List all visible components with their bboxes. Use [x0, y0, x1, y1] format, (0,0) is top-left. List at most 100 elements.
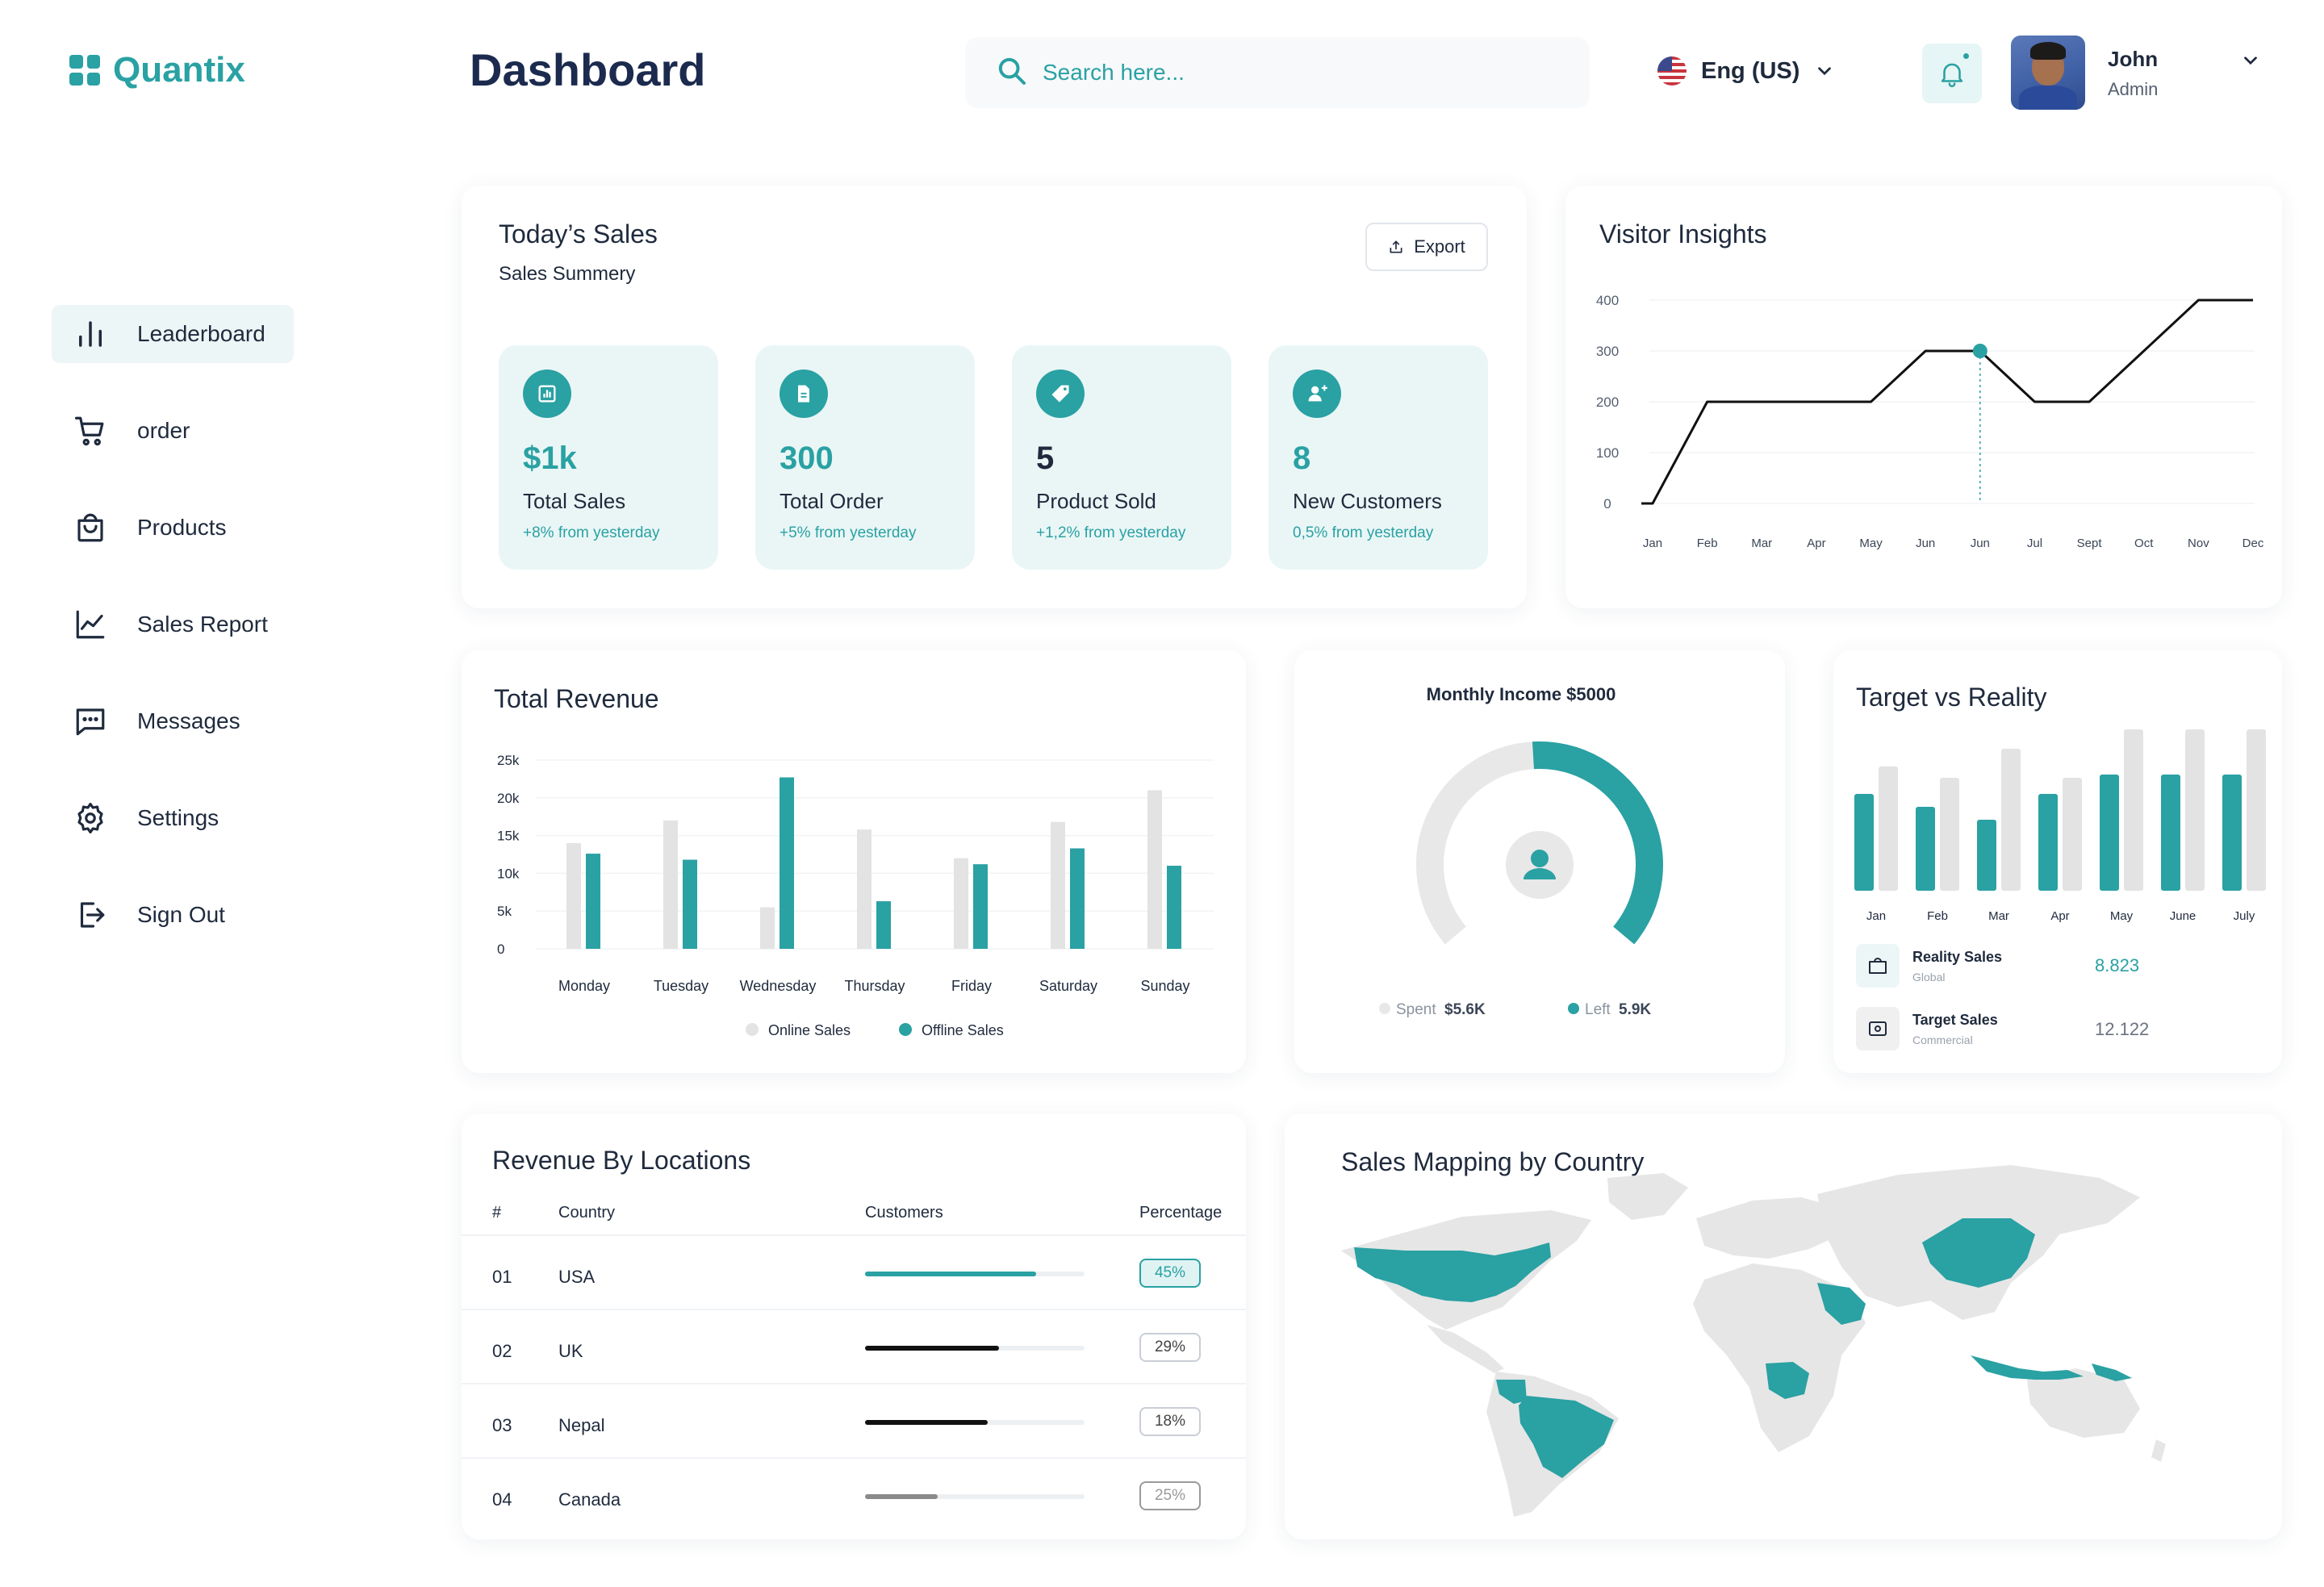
x-tick-label: Mar [1751, 537, 1772, 550]
central-america-shape [1427, 1325, 1504, 1373]
export-button[interactable]: Export [1365, 223, 1488, 271]
revenue-by-locations-card: Revenue By Locations # Country Customers… [462, 1113, 1246, 1539]
stat-card-product-sold: 5 Product Sold +1,2% from yesterday [1012, 345, 1231, 570]
card-title: Total Revenue [494, 684, 659, 713]
x-tick-label: Wednesday [740, 978, 817, 994]
gear-icon [73, 800, 108, 836]
table-row[interactable]: 03 Nepal 18% [462, 1383, 1246, 1457]
legend-label: Offline Sales [922, 1022, 1004, 1038]
user-icon-head [1531, 850, 1549, 867]
avatar[interactable] [2011, 35, 2085, 110]
percentage-badge: 18% [1139, 1407, 1201, 1436]
x-tick-label: Jun [1916, 537, 1935, 550]
total-revenue-card: Total Revenue 25k 20k 15k 10k 5k 0 Monday Tuesd… [462, 650, 1246, 1073]
column-header-customers: Customers [865, 1204, 943, 1222]
map-highlighted-countries [1354, 1218, 2132, 1478]
sidebar-item-sign-out[interactable]: Sign Out [52, 886, 294, 944]
bar [876, 901, 891, 949]
sidebar-item-order[interactable]: order [52, 402, 294, 460]
bar [1167, 866, 1181, 949]
table-row[interactable]: 01 USA 45% [462, 1234, 1246, 1309]
row-label: Reality Sales [1912, 949, 2002, 965]
tag-icon [1036, 370, 1085, 418]
series-line [1641, 299, 2253, 505]
map-country-colombia [1496, 1380, 1527, 1404]
bar [760, 907, 775, 949]
y-tick-label: 200 [1596, 395, 1619, 410]
table-row[interactable]: 04 Canada 25% [462, 1457, 1246, 1531]
left-value: 5.9K [1619, 1001, 1651, 1018]
sidebar-item-label: Sales Report [137, 612, 268, 637]
customers-progress [865, 1346, 1085, 1351]
notification-button[interactable] [1922, 44, 1982, 103]
sales-map-card: Sales Mapping by Country [1285, 1113, 2282, 1539]
sidebar-item-sales-report[interactable]: Sales Report [52, 595, 294, 654]
x-tick-label: Sept [2077, 537, 2103, 550]
stat-label: Total Order [780, 489, 884, 513]
stat-value: 8 [1293, 441, 1311, 476]
x-tick-label: Friday [951, 978, 992, 994]
language-selector[interactable]: Eng (US) [1657, 56, 1835, 86]
visitor-insights-card: Visitor Insights 400 300 200 100 0 Jan Feb Mar A… [1565, 186, 2282, 608]
bar [2124, 729, 2143, 891]
row-number: 01 [492, 1267, 512, 1287]
search-bar[interactable] [965, 37, 1590, 108]
row-country: USA [558, 1267, 596, 1287]
stat-change: +1,2% from yesterday [1036, 524, 1186, 541]
revenue-bar-chart: 25k 20k 15k 10k 5k 0 Monday Tuesday Wednesday Thu… [497, 753, 1214, 1038]
chevron-down-icon[interactable] [2240, 50, 2261, 71]
stat-label: Total Sales [523, 489, 626, 513]
search-icon [996, 55, 1028, 91]
row-country: UK [558, 1341, 583, 1361]
todays-sales-card: Today’s Sales Sales Summery Export $1k T… [462, 186, 1527, 608]
x-tick-label: May [2110, 909, 2134, 923]
stat-card-total-order: 300 Total Order +5% from yesterday [755, 345, 975, 570]
user-icon [1524, 850, 1556, 879]
x-tick-label: June [2170, 909, 2197, 923]
y-tick-label: 25k [497, 753, 520, 768]
card-title: Revenue By Locations [492, 1146, 751, 1175]
stat-card-new-customers: 8 New Customers 0,5% from yesterday [1269, 345, 1488, 570]
bar [1916, 807, 1935, 891]
x-tick-label: Jun [1971, 537, 1990, 550]
x-tick-label: Thursday [844, 978, 905, 994]
x-tick-label: Saturday [1039, 978, 1097, 994]
card-title: Sales Mapping by Country [1341, 1147, 1645, 1176]
sidebar-item-leaderboard[interactable]: Leaderboard [52, 305, 294, 363]
bar [954, 858, 968, 949]
bar [2222, 775, 2242, 891]
map-base-land [1341, 1165, 2166, 1517]
x-tick-label: Dec [2242, 537, 2264, 550]
x-tick-label: Feb [1697, 537, 1718, 550]
y-tick-label: 5k [497, 904, 512, 919]
map-country-indonesia [1971, 1355, 2084, 1380]
card-title: Target vs Reality [1856, 683, 2047, 712]
brand-logo[interactable]: Quantix [69, 50, 245, 90]
row-sub: Global [1912, 971, 1945, 984]
sidebar-item-messages[interactable]: Messages [52, 692, 294, 750]
bar [586, 854, 600, 949]
y-tick-label: 300 [1596, 344, 1619, 359]
sidebar-item-settings[interactable]: Settings [52, 789, 294, 847]
x-tick-label: Nov [2188, 537, 2209, 550]
bar [780, 777, 794, 949]
x-tick-label: Feb [1927, 909, 1948, 923]
table-row[interactable]: 02 UK 29% [462, 1309, 1246, 1383]
search-input[interactable] [1043, 60, 1527, 86]
sidebar-item-products[interactable]: Products [52, 499, 294, 557]
stat-change: +8% from yesterday [523, 524, 660, 541]
bar [1879, 766, 1898, 891]
language-label: Eng (US) [1701, 57, 1800, 84]
stat-label: Product Sold [1036, 489, 1156, 513]
visitor-line-chart: 400 300 200 100 0 Jan Feb Mar Apr May Jun Jun Jul Sep… [1596, 293, 2264, 550]
x-tick-label: Apr [1807, 537, 1825, 550]
y-tick-label: 20k [497, 791, 520, 806]
legend-swatch [746, 1023, 759, 1036]
x-tick-label: Jan [1643, 537, 1662, 550]
bar [663, 820, 678, 949]
y-tick-label: 15k [497, 829, 520, 844]
bar [566, 842, 581, 949]
row-number: 02 [492, 1341, 512, 1361]
x-tick-label: Oct [2134, 537, 2154, 550]
bar [973, 864, 988, 949]
